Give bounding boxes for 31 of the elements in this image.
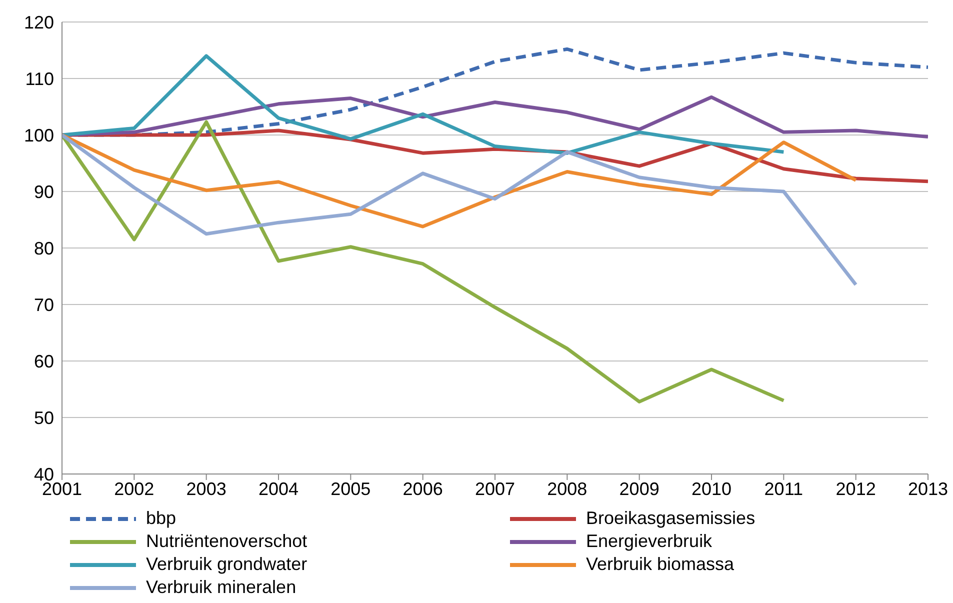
line-series [62,133,858,286]
y-tick-label: 120 [24,12,54,32]
line-series [62,54,786,155]
legend-label: Verbruik mineralen [146,577,296,598]
line-series [62,120,786,404]
y-tick-label: 60 [34,351,54,372]
legend-label: Nutriëntenoverschot [146,531,308,552]
y-tick-label: 110 [25,68,54,89]
y-tick-label: 90 [34,182,54,202]
line-series [62,133,858,228]
legend-label: Verbruik biomassa [586,554,734,575]
x-tick-label: 2013 [908,478,948,499]
x-tick-label: 2009 [619,478,660,499]
y-tick-label: 100 [24,125,54,146]
y-tick-label: 50 [34,408,54,428]
x-tick-label: 2005 [330,478,371,499]
legend-label: Broeikasgasemissies [586,508,756,529]
legend-label: Energieverbruik [586,531,712,552]
x-tick-label: 2012 [836,478,876,499]
x-tick-label: 2011 [764,478,804,499]
x-tick-label: 2007 [474,478,516,499]
legend-label: bbp [146,508,176,529]
x-tick-label: 2003 [186,478,226,499]
y-tick-label: 70 [34,294,54,315]
x-tick-label: 2010 [691,478,732,499]
x-tick-label: 2008 [547,478,588,499]
x-tick-label: 2002 [114,478,154,499]
legend-label: Verbruik grondwater [146,554,308,575]
x-tick-label: 2004 [258,478,299,499]
x-tick-label: 2006 [402,478,443,499]
y-tick-label: 80 [34,238,54,258]
